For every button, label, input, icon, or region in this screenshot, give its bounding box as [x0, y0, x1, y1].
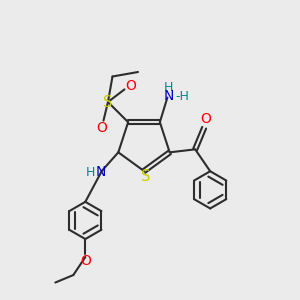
Text: O: O — [200, 112, 211, 126]
Text: H: H — [86, 166, 95, 179]
Text: -H: -H — [176, 90, 190, 103]
Text: N: N — [95, 165, 106, 179]
Text: H: H — [164, 81, 174, 94]
Text: S: S — [103, 94, 113, 110]
Text: O: O — [126, 80, 136, 93]
Text: N: N — [164, 89, 174, 103]
Text: O: O — [80, 254, 91, 268]
Text: O: O — [97, 121, 107, 135]
Text: S: S — [141, 169, 150, 184]
